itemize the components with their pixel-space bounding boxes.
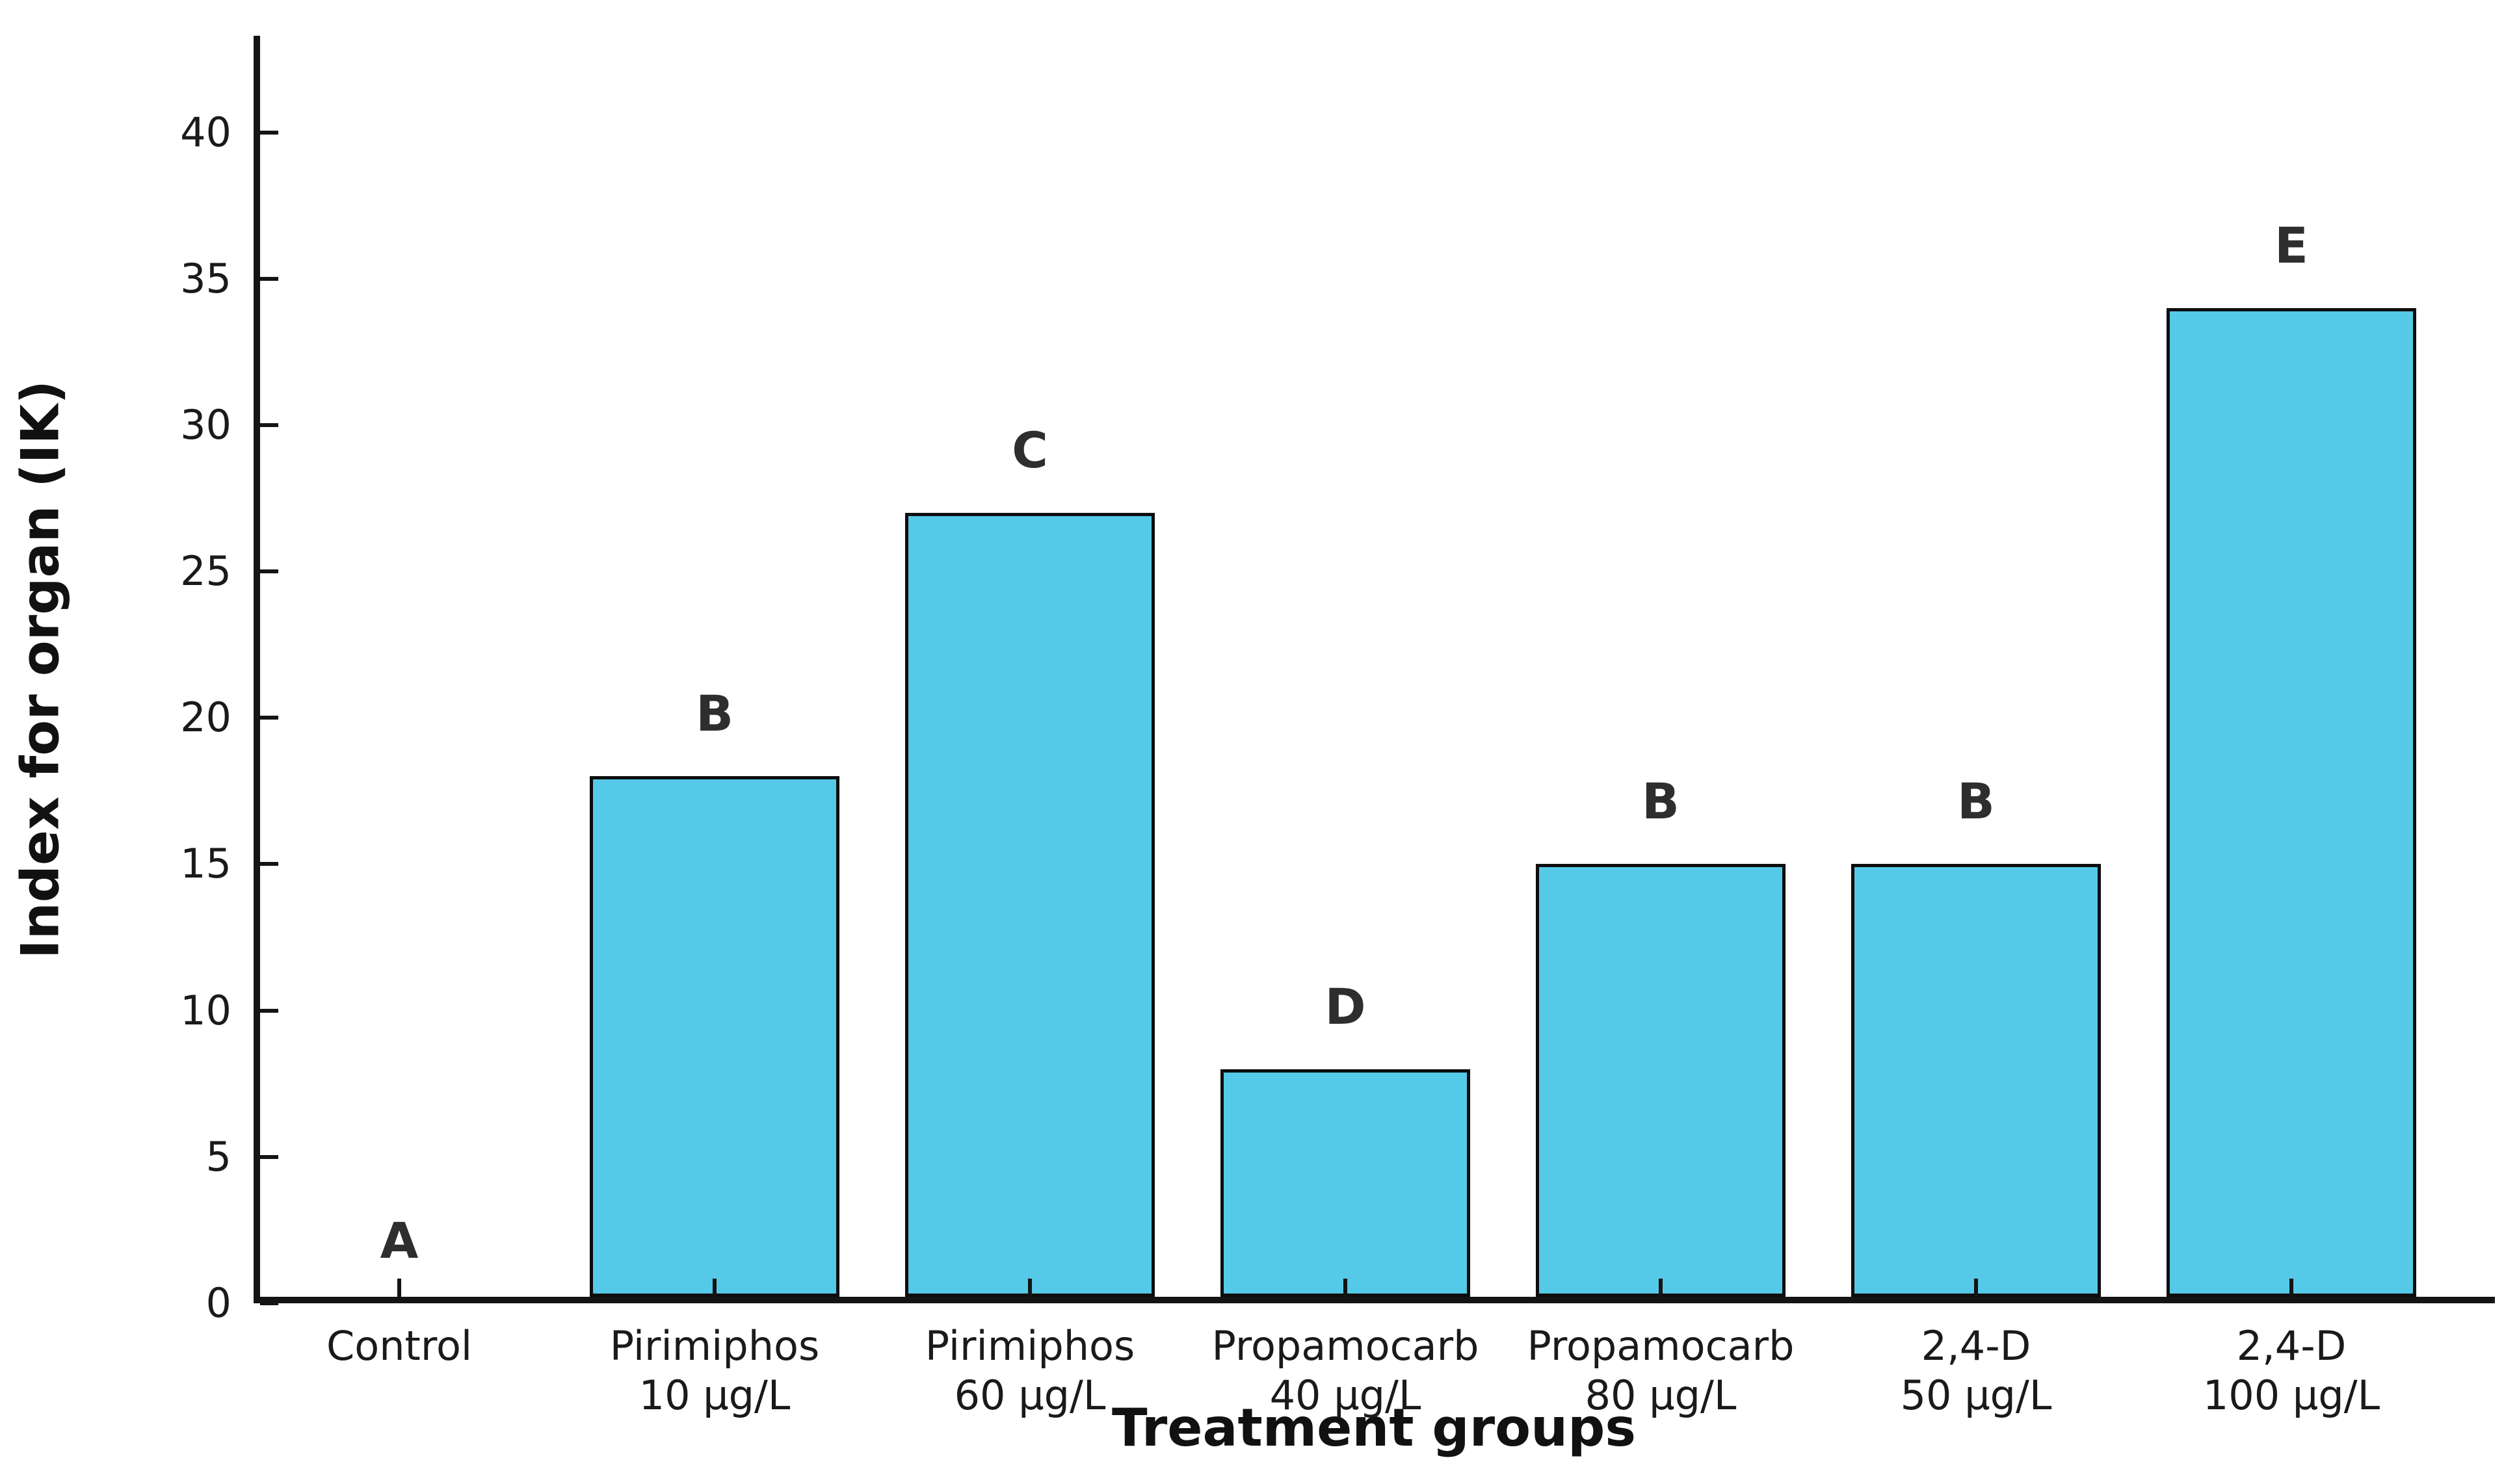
y-tick-label: 5 — [205, 1132, 231, 1180]
bar — [590, 776, 840, 1297]
y-tick-label: 0 — [205, 1279, 231, 1327]
x-tick-label: Propamocarb 40 µg/L — [1211, 1322, 1479, 1419]
y-tick-label: 15 — [180, 840, 231, 888]
x-tick-mark — [397, 1279, 402, 1297]
x-tick-mark — [1974, 1279, 1979, 1297]
y-axis-title: Index for organ (IK) — [10, 380, 71, 959]
y-tick-label: 40 — [180, 108, 231, 156]
bar — [905, 513, 1155, 1297]
x-axis-title: Treatment groups — [1112, 1398, 1636, 1458]
significance-letter: C — [1012, 421, 1048, 480]
bar — [1220, 1069, 1471, 1297]
x-axis-spine — [254, 1297, 2495, 1303]
significance-letter: A — [380, 1212, 419, 1269]
y-tick-label: 30 — [180, 400, 231, 449]
x-tick-label: Pirimiphos 10 µg/L — [609, 1322, 820, 1419]
x-tick-label: Pirimiphos 60 µg/L — [925, 1322, 1135, 1419]
significance-letter: E — [2274, 216, 2308, 274]
y-tick-mark — [260, 1154, 278, 1159]
x-tick-mark — [1028, 1279, 1033, 1297]
bar — [1536, 864, 1786, 1297]
significance-letter: B — [1957, 772, 1995, 831]
y-tick-mark — [260, 862, 278, 866]
y-tick-mark — [260, 423, 278, 427]
y-tick-label: 25 — [180, 547, 231, 595]
y-axis-spine — [254, 36, 260, 1303]
y-tick-mark — [260, 716, 278, 720]
y-tick-mark — [260, 276, 278, 281]
y-tick-mark — [260, 1008, 278, 1013]
y-tick-mark — [260, 569, 278, 574]
x-tick-mark — [2289, 1279, 2293, 1297]
y-tick-mark — [260, 1301, 278, 1305]
x-tick-label: Propamocarb 80 µg/L — [1527, 1322, 1795, 1419]
significance-letter: B — [696, 684, 734, 743]
x-tick-label: 2,4-D 100 µg/L — [2202, 1322, 2380, 1419]
x-tick-label: Control — [326, 1322, 473, 1370]
y-tick-label: 20 — [180, 694, 231, 742]
x-tick-mark — [713, 1279, 717, 1297]
significance-letter: D — [1324, 977, 1366, 1035]
x-tick-mark — [1659, 1279, 1663, 1297]
bar — [2167, 307, 2416, 1297]
y-tick-mark — [260, 130, 278, 135]
x-tick-label: 2,4-D 50 µg/L — [1900, 1322, 2052, 1419]
x-tick-mark — [1343, 1279, 1348, 1297]
y-tick-label: 10 — [180, 986, 231, 1034]
bar — [1851, 864, 2102, 1297]
y-tick-label: 35 — [180, 254, 231, 302]
plot-area: 0 5 10 15 20 25 30 35 40 A Control B Pirimiphos 10 µ… — [180, 36, 2495, 1419]
significance-letter: B — [1642, 772, 1680, 831]
